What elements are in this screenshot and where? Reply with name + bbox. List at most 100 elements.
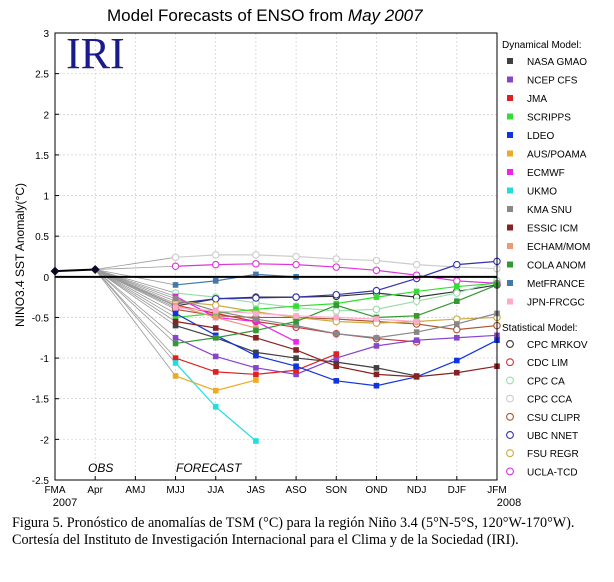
x-tick-label: FMA bbox=[44, 485, 65, 496]
series-ncep-cfs bbox=[94, 269, 500, 378]
legend-marker bbox=[507, 150, 513, 157]
legend-entry: ESSIC ICM bbox=[527, 224, 578, 235]
series-layer bbox=[94, 251, 501, 444]
legend-marker bbox=[506, 449, 514, 458]
obs-connector bbox=[95, 265, 176, 270]
data-point bbox=[293, 363, 299, 370]
legend-entry: UKMO bbox=[527, 187, 557, 198]
data-point bbox=[212, 278, 219, 284]
y-tick-label: 2 bbox=[43, 110, 49, 121]
data-point bbox=[172, 318, 179, 325]
data-point bbox=[292, 252, 300, 261]
legend-entry: CPC MRKOV bbox=[527, 340, 588, 351]
data-point bbox=[454, 283, 460, 290]
data-point bbox=[333, 314, 340, 321]
x-tick-label: SON bbox=[325, 485, 347, 496]
data-point bbox=[172, 282, 179, 288]
y-tick-label: -2 bbox=[40, 435, 49, 446]
data-point bbox=[252, 294, 260, 302]
x-tick-label: NDJ bbox=[407, 485, 426, 496]
enso-forecast-chart: Model Forecasts of ENSO from May 2007 OB… bbox=[13, 6, 590, 509]
y-tick-label: 3 bbox=[43, 29, 49, 40]
data-point bbox=[212, 325, 219, 331]
data-point bbox=[171, 253, 180, 262]
x-tick-label: AMJ bbox=[125, 485, 145, 496]
series-jma bbox=[94, 269, 340, 378]
legend-entry: UCLA-TCD bbox=[527, 467, 578, 478]
legend-entry: AUS/POAMA bbox=[527, 150, 587, 161]
series-line bbox=[175, 295, 297, 343]
data-point bbox=[333, 363, 340, 370]
legend-marker bbox=[507, 280, 513, 286]
data-point bbox=[293, 313, 299, 319]
data-point bbox=[211, 301, 220, 310]
data-point bbox=[172, 314, 179, 321]
year-label-start: 2007 bbox=[53, 497, 77, 509]
legend-entry: CDC LIM bbox=[527, 358, 568, 369]
data-point bbox=[253, 271, 259, 278]
legend-entry: CPC CA bbox=[527, 376, 565, 387]
obs-connector bbox=[94, 269, 176, 344]
data-point bbox=[413, 318, 420, 325]
x-tick-label: ASO bbox=[286, 485, 307, 496]
data-point bbox=[212, 353, 219, 360]
y-tick-label: -1 bbox=[40, 354, 49, 365]
legend: Dynamical Model: NASA GMAO NCEP CFS JMA SCRI… bbox=[502, 40, 590, 478]
legend-entry: JPN-FRCGC bbox=[527, 298, 585, 309]
y-tick-label: -0.5 bbox=[32, 313, 50, 324]
data-point bbox=[172, 310, 179, 317]
observed-line bbox=[54, 268, 96, 273]
obs-connector bbox=[94, 269, 176, 339]
y-tick-label: 0 bbox=[43, 273, 49, 284]
data-point bbox=[412, 260, 421, 269]
legend-entry: CSU CLIPR bbox=[527, 413, 580, 424]
legend-marker bbox=[507, 187, 513, 194]
data-point bbox=[253, 310, 259, 317]
legend-entry: ECHAM/MOM bbox=[527, 242, 590, 253]
data-point bbox=[413, 313, 420, 319]
data-point bbox=[373, 371, 380, 378]
data-point bbox=[412, 297, 421, 305]
obs-connector bbox=[95, 269, 176, 300]
figure-caption: Figura 5. Pronóstico de anomalías de TSM… bbox=[12, 515, 575, 548]
data-point bbox=[333, 359, 340, 365]
data-point bbox=[253, 349, 259, 356]
data-point bbox=[332, 290, 341, 299]
legend-marker bbox=[506, 394, 514, 403]
obs-connector bbox=[94, 269, 176, 364]
legend-entry: MetFRANCE bbox=[527, 279, 585, 290]
data-point bbox=[454, 357, 460, 364]
data-point bbox=[292, 293, 300, 301]
data-point bbox=[372, 305, 381, 314]
legend-entry: NCEP CFS bbox=[527, 76, 578, 87]
iri-logo: IRI bbox=[66, 29, 125, 78]
data-point bbox=[172, 295, 179, 302]
data-point bbox=[333, 378, 340, 384]
data-point bbox=[293, 355, 299, 361]
data-point bbox=[293, 303, 299, 309]
y-tick-label: 0.5 bbox=[35, 232, 49, 243]
data-point bbox=[332, 307, 341, 315]
x-tick-label: DJF bbox=[448, 485, 466, 496]
obs-label: OBS bbox=[88, 461, 113, 475]
chart-title: Model Forecasts of ENSO from May 2007 bbox=[107, 6, 423, 25]
data-point bbox=[212, 334, 219, 341]
data-point bbox=[373, 343, 380, 349]
obs-connector bbox=[95, 269, 176, 294]
data-point bbox=[171, 262, 180, 271]
data-point bbox=[172, 322, 179, 329]
obs-connector bbox=[94, 269, 176, 359]
x-tick-label: Apr bbox=[87, 485, 103, 496]
data-point bbox=[252, 251, 260, 259]
plot-frame bbox=[54, 32, 498, 481]
data-point bbox=[413, 337, 420, 344]
data-point bbox=[413, 288, 420, 295]
data-point bbox=[454, 298, 460, 304]
data-point bbox=[454, 369, 460, 376]
data-point bbox=[172, 360, 179, 366]
y-tick-label: 2.5 bbox=[35, 70, 49, 81]
series-ukmo bbox=[94, 269, 259, 444]
y-tick-label: -1.5 bbox=[32, 395, 50, 406]
data-point bbox=[211, 260, 220, 269]
legend-marker bbox=[506, 412, 514, 421]
